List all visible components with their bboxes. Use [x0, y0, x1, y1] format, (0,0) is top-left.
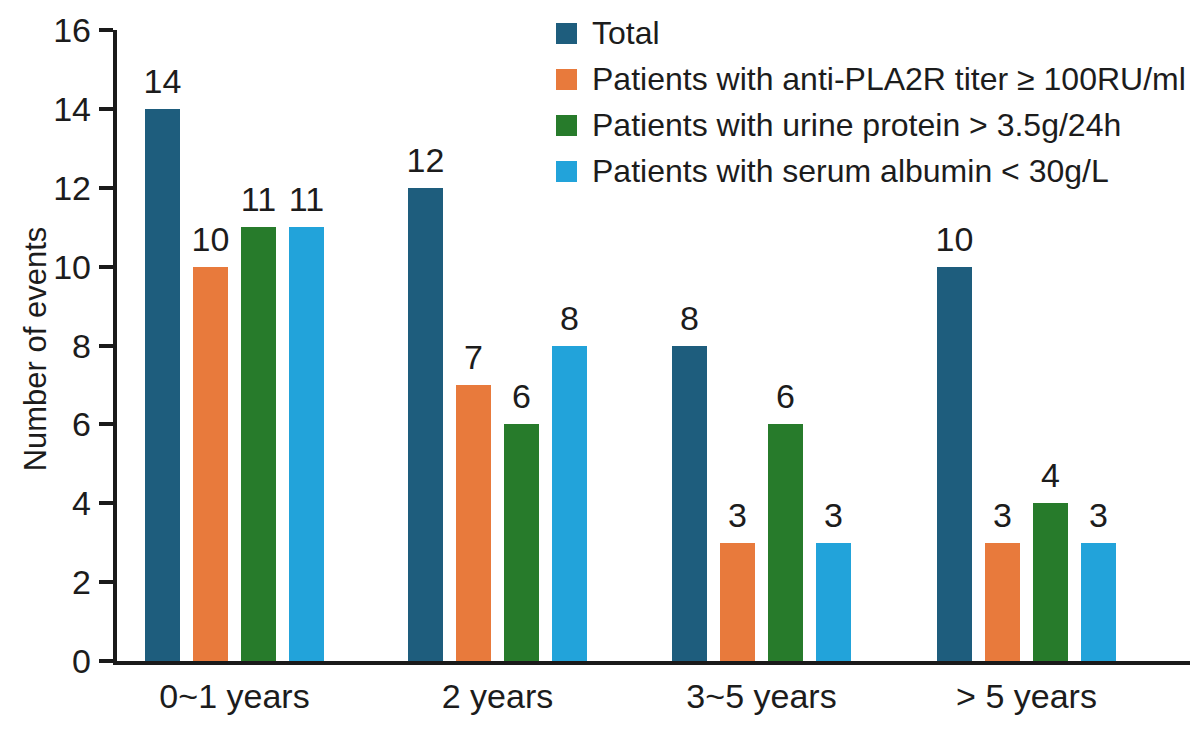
- y-axis-tick: [99, 186, 113, 190]
- y-tick-label: 8: [72, 329, 91, 363]
- legend-label: Patients with urine protein > 3.5g/24h: [592, 109, 1121, 141]
- y-axis-tick: [99, 501, 113, 505]
- bar-value-label: 11: [241, 182, 276, 216]
- legend-item: Patients with urine protein > 3.5g/24h: [556, 102, 1186, 148]
- y-axis-tick: [99, 580, 113, 584]
- bar: 3: [985, 543, 1020, 661]
- bar: 6: [768, 424, 803, 661]
- bar: 8: [672, 346, 707, 662]
- legend-label: Patients with anti-PLA2R titer ≥ 100RU/m…: [592, 63, 1186, 95]
- bar: 14: [145, 109, 180, 661]
- bar-value-label: 3: [993, 498, 1012, 532]
- bar-value-label: 6: [512, 379, 531, 413]
- x-category-label: > 5 years: [956, 679, 1097, 713]
- bar: 7: [456, 385, 491, 661]
- y-axis-tick: [99, 107, 113, 111]
- y-tick-label: 12: [53, 171, 91, 205]
- x-category-label: 3~5 years: [686, 679, 836, 713]
- legend-item: Patients with anti-PLA2R titer ≥ 100RU/m…: [556, 56, 1186, 102]
- bar-value-label: 3: [824, 498, 843, 532]
- bar: 3: [1081, 543, 1116, 661]
- bar-group: 141011110~1 years: [145, 30, 324, 661]
- bar-chart-figure: Number of events 0246810121416141011110~…: [0, 0, 1200, 733]
- legend-swatch: [556, 115, 577, 136]
- y-tick-label: 6: [72, 407, 91, 441]
- bar-value-label: 8: [680, 301, 699, 335]
- bar-value-label: 3: [1089, 498, 1108, 532]
- y-tick-label: 2: [72, 565, 91, 599]
- bar: 8: [552, 346, 587, 662]
- bar-value-label: 14: [144, 64, 182, 98]
- x-category-label: 0~1 years: [159, 679, 309, 713]
- y-axis-tick: [99, 422, 113, 426]
- y-axis-tick: [99, 659, 113, 663]
- bar-value-label: 12: [407, 143, 445, 177]
- y-axis-tick: [99, 265, 113, 269]
- bar: 3: [816, 543, 851, 661]
- y-tick-label: 4: [72, 486, 91, 520]
- legend-item: Total: [556, 10, 1186, 56]
- bar-value-label: 4: [1041, 458, 1060, 492]
- bar: 10: [193, 267, 228, 661]
- y-tick-label: 16: [53, 13, 91, 47]
- bar: 3: [720, 543, 755, 661]
- bar-value-label: 10: [936, 222, 974, 256]
- bar-value-label: 8: [560, 301, 579, 335]
- bar: 11: [241, 227, 276, 661]
- bar-value-label: 10: [192, 222, 230, 256]
- bar: 6: [504, 424, 539, 661]
- chart-legend: Total Patients with anti-PLA2R titer ≥ 10…: [556, 10, 1186, 194]
- bar-value-label: 7: [464, 340, 483, 374]
- bar-value-label: 6: [776, 379, 795, 413]
- bar: 10: [937, 267, 972, 661]
- x-category-label: 2 years: [442, 679, 554, 713]
- y-tick-label: 14: [53, 92, 91, 126]
- legend-item: Patients with serum albumin < 30g/L: [556, 148, 1186, 194]
- bar: 12: [408, 188, 443, 661]
- y-tick-label: 10: [53, 250, 91, 284]
- y-axis-tick: [99, 28, 113, 32]
- legend-swatch: [556, 23, 577, 44]
- y-axis-tick: [99, 344, 113, 348]
- legend-swatch: [556, 161, 577, 182]
- y-tick-label: 0: [72, 644, 91, 678]
- bar-value-label: 11: [289, 182, 324, 216]
- bar-value-label: 3: [728, 498, 747, 532]
- y-axis-title: Number of events: [18, 227, 54, 472]
- legend-label: Total: [592, 17, 660, 49]
- bar: 11: [289, 227, 324, 661]
- legend-swatch: [556, 69, 577, 90]
- bar: 4: [1033, 503, 1068, 661]
- legend-label: Patients with serum albumin < 30g/L: [592, 155, 1109, 187]
